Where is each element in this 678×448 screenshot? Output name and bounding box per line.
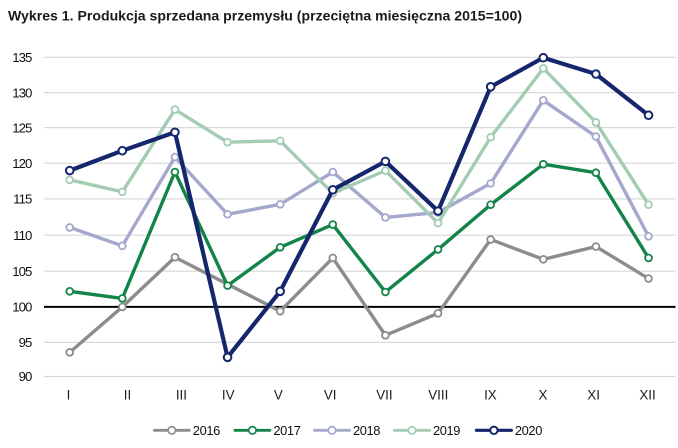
svg-text:2020: 2020	[515, 423, 542, 438]
svg-text:135: 135	[12, 50, 32, 65]
svg-text:130: 130	[12, 85, 32, 100]
svg-text:120: 120	[12, 156, 32, 171]
svg-text:2016: 2016	[193, 423, 220, 438]
svg-text:110: 110	[13, 228, 32, 243]
svg-text:VIII: VIII	[428, 388, 448, 403]
svg-text:XII: XII	[639, 388, 655, 403]
svg-text:V: V	[274, 388, 283, 403]
svg-text:IV: IV	[222, 388, 235, 403]
svg-text:VII: VII	[376, 388, 392, 403]
svg-text:2019: 2019	[433, 423, 460, 438]
svg-text:90: 90	[19, 369, 32, 384]
svg-text:2017: 2017	[273, 423, 300, 438]
svg-text:VI: VI	[324, 388, 337, 403]
svg-text:III: III	[176, 388, 187, 403]
svg-text:XI: XI	[587, 388, 600, 403]
svg-text:IX: IX	[484, 388, 497, 403]
svg-text:2018: 2018	[353, 423, 380, 438]
svg-text:I: I	[67, 388, 71, 403]
svg-text:125: 125	[12, 120, 32, 135]
svg-text:95: 95	[19, 335, 32, 350]
svg-text:II: II	[124, 388, 131, 403]
svg-text:100: 100	[12, 300, 32, 315]
svg-text:105: 105	[12, 264, 32, 279]
svg-text:X: X	[539, 388, 548, 403]
svg-text:115: 115	[13, 192, 32, 207]
svg-text:Wykres 1. Produkcja sprzedana: Wykres 1. Produkcja sprzedana przemysłu …	[8, 8, 522, 24]
